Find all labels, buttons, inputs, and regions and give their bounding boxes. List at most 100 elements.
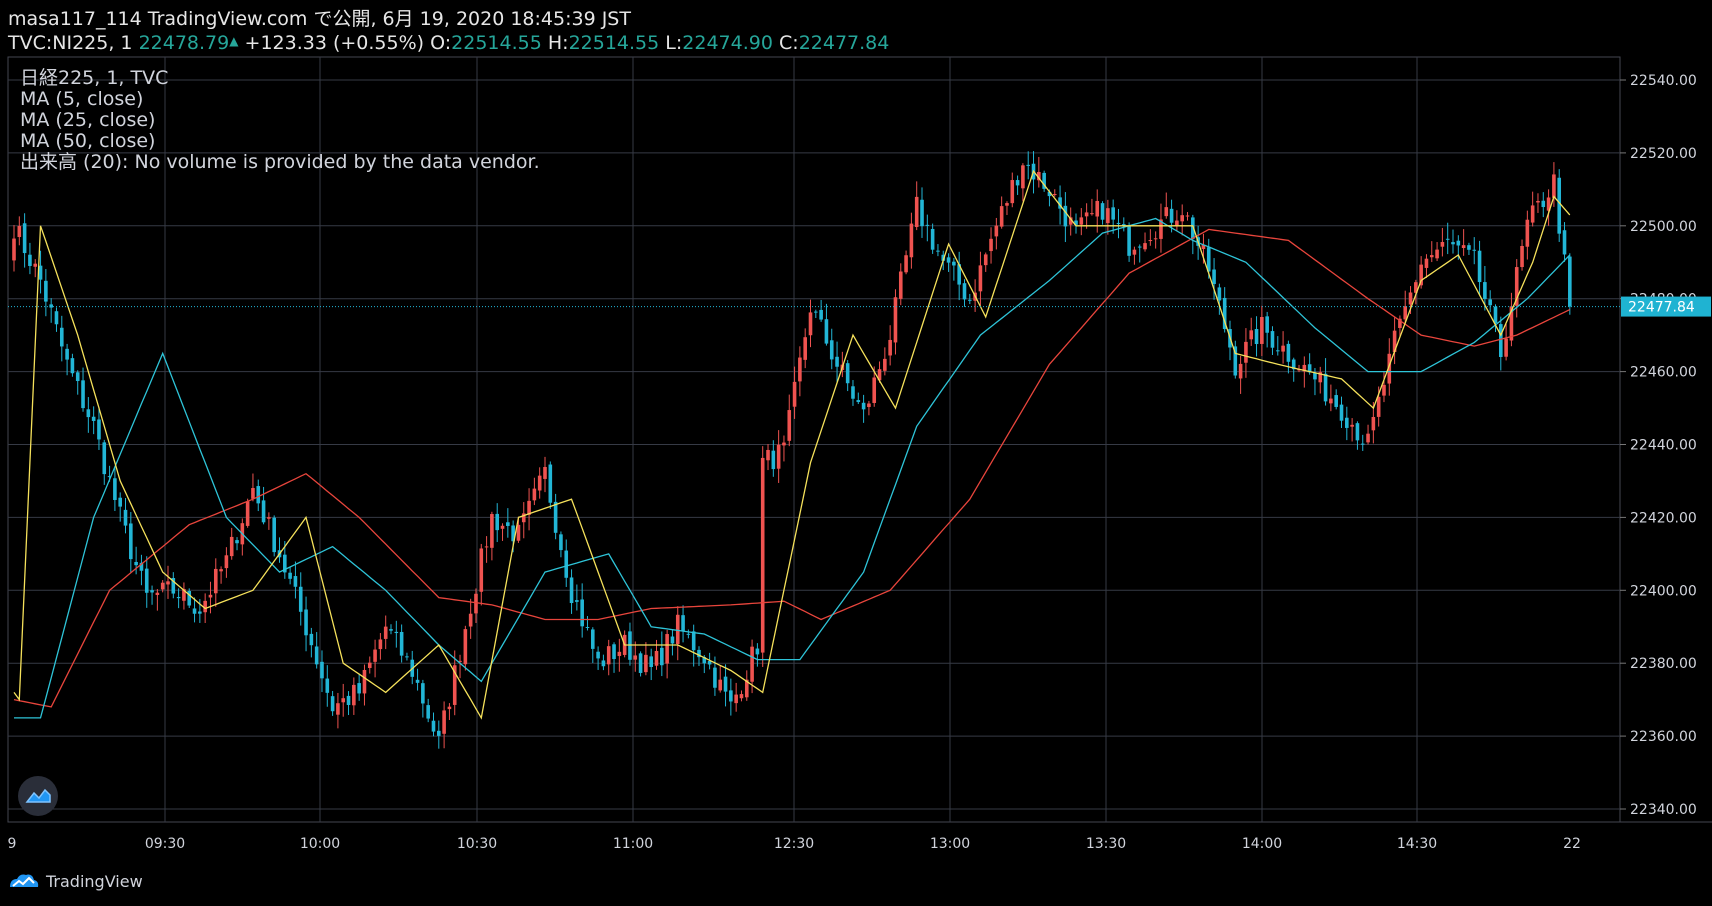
candle-body	[1345, 417, 1349, 428]
candle-body	[861, 402, 866, 410]
candle-body	[1281, 345, 1285, 352]
candle-body	[1005, 203, 1009, 206]
time-axis-label: 9	[8, 836, 17, 852]
candle-body	[1520, 245, 1524, 268]
candle-body	[904, 255, 908, 273]
candle-body	[283, 554, 287, 573]
candle-body	[1026, 164, 1031, 166]
close-value: 22477.84	[798, 32, 890, 54]
candle-body	[675, 614, 680, 645]
candle-body	[1387, 353, 1392, 384]
candle-body	[1275, 350, 1280, 352]
candle-body	[691, 631, 696, 651]
legend-volume[interactable]: 出来高 (20): No volume is provided by the d…	[20, 151, 540, 173]
candle-body	[729, 690, 733, 702]
candle-body	[1244, 341, 1248, 363]
candle-body	[399, 631, 404, 656]
candle-body	[352, 684, 356, 706]
candle-body	[1233, 346, 1238, 376]
candle-body	[224, 555, 229, 569]
candle-body	[707, 661, 712, 665]
candle-body	[1302, 364, 1307, 372]
candle-body	[1116, 222, 1121, 224]
candle-body	[1568, 256, 1572, 307]
candle-body	[1371, 417, 1376, 431]
price-axis-label: 22400.00	[1630, 583, 1697, 599]
candle-body	[1164, 207, 1169, 217]
candle-body	[1074, 220, 1078, 225]
candle-body	[1355, 423, 1360, 441]
candle-body	[378, 639, 383, 650]
candle-body	[1111, 207, 1115, 220]
candle-body	[166, 581, 170, 585]
candle-body	[575, 600, 579, 602]
candle-body	[187, 590, 192, 606]
chart-header-quote: TVC:NI225, 1 22478.79▲ +123.33 (+0.55%) …	[8, 30, 889, 54]
candle-body	[792, 381, 797, 407]
candle-body	[1222, 297, 1227, 330]
tradingview-logo-icon[interactable]	[18, 776, 58, 816]
open-label: O:	[430, 32, 452, 54]
candle-body	[829, 340, 834, 360]
candle-body	[739, 694, 744, 699]
candle-body	[1291, 359, 1296, 370]
candle-body	[102, 442, 107, 475]
candle-body	[1217, 287, 1222, 301]
legend-ma50[interactable]: MA (50, close)	[20, 130, 156, 152]
candle-body	[590, 629, 595, 649]
time-axis-label: 14:30	[1397, 836, 1437, 852]
candle-body	[389, 629, 393, 631]
candle-body	[320, 661, 324, 679]
high-label: H:	[547, 32, 569, 54]
candle-body	[1169, 208, 1174, 223]
candle-body	[867, 403, 871, 408]
candle-body	[1456, 240, 1461, 246]
footer-brand[interactable]: TradingView	[8, 870, 143, 892]
candle-body	[1010, 180, 1015, 204]
candle-body	[1095, 200, 1100, 217]
candle-body	[373, 649, 377, 662]
candle-body	[872, 377, 877, 403]
candle-body	[734, 694, 738, 704]
candle-body	[1254, 329, 1259, 345]
legend-ma25[interactable]: MA (25, close)	[20, 109, 156, 131]
candle-body	[12, 238, 16, 261]
candle-body	[75, 372, 80, 382]
candle-body	[144, 568, 149, 593]
candle-body	[1392, 330, 1397, 353]
candle-body	[155, 592, 160, 595]
candle-body	[479, 548, 484, 592]
candle-body	[527, 500, 531, 515]
candle-body	[1175, 220, 1179, 226]
candle-body	[771, 450, 776, 470]
candle-body	[463, 629, 468, 665]
candle-body	[309, 633, 314, 646]
candle-body	[251, 488, 255, 499]
candle-body	[1015, 180, 1020, 186]
candle-body	[81, 380, 85, 409]
candle-body	[33, 263, 38, 267]
legend-symbol[interactable]: 日経225, 1, TVC	[20, 67, 169, 89]
candle-body	[920, 199, 924, 227]
candle-body	[1021, 165, 1025, 189]
price-axis-label: 22380.00	[1630, 656, 1697, 672]
price-axis-label: 22340.00	[1630, 802, 1697, 818]
candle-body	[994, 225, 999, 237]
candle-body	[1350, 424, 1354, 427]
candle-body	[86, 409, 91, 418]
candle-body	[421, 683, 425, 704]
time-axis-label: 22	[1563, 836, 1581, 852]
candle-body	[91, 416, 96, 421]
candle-body	[1323, 373, 1328, 402]
candle-body	[930, 228, 935, 250]
candle-body	[261, 500, 266, 523]
legend-ma5[interactable]: MA (5, close)	[20, 88, 144, 110]
candle-body	[59, 327, 64, 347]
symbol-label[interactable]: TVC:NI225, 1	[8, 32, 133, 54]
candle-body	[798, 357, 802, 382]
candle-body	[171, 578, 176, 594]
candle-body	[1286, 343, 1291, 362]
candle-body	[38, 265, 43, 280]
candle-body	[760, 457, 765, 653]
